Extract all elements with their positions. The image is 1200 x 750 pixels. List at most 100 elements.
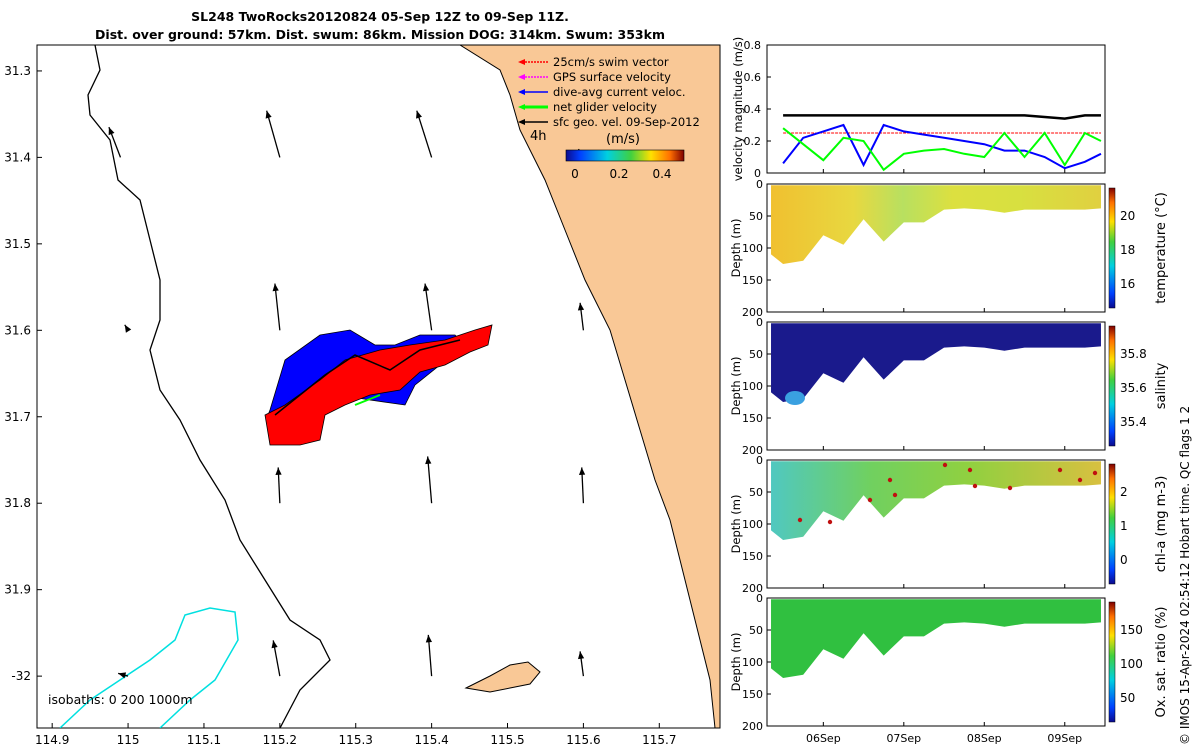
velocity-arrowhead — [118, 672, 127, 679]
chla-high-marker — [1057, 467, 1063, 473]
velocity-arrowhead — [425, 634, 433, 643]
series-line — [783, 114, 1101, 120]
isobath-1000m — [59, 607, 239, 728]
velocity-vector — [416, 110, 433, 158]
colorbar-tick-label: 1 — [1120, 519, 1128, 533]
date-axis: 06Sep 07Sep 08Sep 09Sep — [806, 169, 1082, 745]
lon-tick-label: 115.4 — [414, 733, 448, 747]
chla-high-marker — [887, 477, 893, 483]
lat-tick-label: 31.4 — [4, 150, 31, 164]
interval-label: 4h — [530, 129, 547, 144]
depth-tick-label: 0 — [756, 316, 763, 329]
date-tick-label: 09Sep — [1047, 732, 1082, 745]
velocity-panel: 0 0.2 0.4 0.6 0.8 velocity magnitude (m/s) — [731, 37, 1106, 182]
colorbar-tick: 0 — [571, 167, 579, 181]
lon-tick-label: 115.6 — [566, 733, 600, 747]
glider-swim-swath — [264, 324, 493, 446]
velocity-arrowhead — [271, 640, 278, 649]
depth-tick-label: 200 — [742, 582, 763, 595]
lat-tick-label: 31.3 — [4, 64, 31, 78]
colorbar-label: temperature (°C) — [1154, 192, 1169, 304]
colorbar-tick-label: 20 — [1120, 209, 1135, 223]
colorbar-tick-label: 18 — [1120, 243, 1135, 257]
legend-label: net glider velocity — [553, 100, 657, 114]
depth-tick-label: 50 — [749, 624, 763, 637]
depth-tick-label: 150 — [742, 274, 763, 287]
velocity-vector — [266, 110, 281, 158]
colorbar-tick-label: 100 — [1120, 657, 1143, 671]
chla-high-marker — [967, 467, 973, 473]
land-mass — [459, 45, 720, 728]
lon-tick-label: 115 — [117, 733, 140, 747]
colorbar-tick-label: 35.8 — [1120, 347, 1147, 361]
legend-label: GPS surface velocity — [553, 70, 671, 84]
map-latitude-ticks: 31.3 31.4 31.5 31.6 31.7 31.8 31.9 -32 — [4, 64, 42, 683]
section-colorbar — [1108, 187, 1116, 309]
chla-high-marker — [1092, 470, 1098, 476]
chla-high-marker — [892, 492, 898, 498]
section-colorbar — [1108, 463, 1116, 585]
depth-tick-label: 50 — [749, 486, 763, 499]
depth-ylabel: Depth (m) — [729, 633, 743, 692]
lat-tick-label: 31.9 — [4, 583, 31, 597]
date-tick-label: 07Sep — [886, 732, 921, 745]
glider-net-velocity — [354, 394, 381, 406]
colorbar-label: Ox. sat. ratio (%) — [1154, 607, 1169, 718]
velocity-vector — [424, 283, 433, 331]
colorbar-unit: (m/s) — [606, 132, 640, 147]
depth-tick-label: 150 — [742, 688, 763, 701]
chla-high-marker — [972, 483, 978, 489]
lon-tick-label: 114.9 — [35, 733, 69, 747]
depth-tick-label: 100 — [742, 380, 763, 393]
lon-tick-label: 115.2 — [263, 733, 297, 747]
depth-tick-label: 100 — [742, 242, 763, 255]
salinity-section — [766, 321, 1106, 451]
series-line — [782, 123, 1102, 170]
depth-tick-label: 200 — [742, 444, 763, 457]
map-longitude-ticks: 114.9 115 115.1 115.2 115.3 115.4 115.5 115.6 11… — [35, 723, 676, 747]
depth-tick-label: 150 — [742, 412, 763, 425]
legend-arrowhead — [518, 74, 525, 80]
velocity-arrowhead — [577, 651, 585, 660]
depth-tick-label: 0 — [756, 178, 763, 191]
chla-high-marker — [867, 497, 873, 503]
depth-tick-label: 200 — [742, 720, 763, 733]
colorbar-tick-label: 35.4 — [1120, 415, 1147, 429]
salinity-field — [771, 323, 1101, 402]
chla-high-marker — [942, 462, 948, 468]
velocity-arrowhead — [108, 127, 115, 136]
depth-tick-label: 0 — [756, 592, 763, 605]
velocity-vector — [274, 283, 281, 331]
lon-tick-label: 115.1 — [187, 733, 221, 747]
colorbar-tick-label: 150 — [1120, 623, 1143, 637]
oxygen-field — [771, 599, 1101, 678]
depth-ylabel: Depth (m) — [729, 219, 743, 278]
velocity-arrowhead — [425, 456, 432, 465]
legend-arrowhead — [518, 59, 525, 65]
velocity-ylabel: velocity magnitude (m/s) — [731, 37, 745, 182]
velocity-ytick-label: 0.6 — [744, 71, 762, 84]
speed-colorbar — [565, 149, 685, 162]
colorbar-label: salinity — [1154, 362, 1169, 409]
depth-tick-label: 50 — [749, 210, 763, 223]
lon-tick-label: 115.3 — [339, 733, 373, 747]
velocity-ytick-label: 0.4 — [744, 103, 762, 116]
salinity-deep-patch — [785, 391, 805, 405]
chla-section — [766, 459, 1106, 589]
velocity-arrowhead — [265, 110, 272, 119]
depth-tick-label: 0 — [756, 454, 763, 467]
legend-label: 25cm/s swim vector — [553, 55, 669, 69]
velocity-arrowhead — [577, 302, 585, 311]
velocity-vector — [427, 456, 433, 504]
legend-label: sfc geo. vel. 09-Sep-2012 — [553, 115, 700, 129]
chla-high-marker — [1007, 485, 1013, 491]
glider-track — [274, 339, 461, 416]
date-tick-label: 08Sep — [967, 732, 1002, 745]
velocity-arrowhead — [578, 467, 586, 475]
depth-tick-label: 50 — [749, 348, 763, 361]
velocity-ytick-label: 0 — [754, 167, 761, 180]
legend-arrowhead — [518, 104, 525, 110]
lat-tick-label: 31.5 — [4, 237, 31, 251]
